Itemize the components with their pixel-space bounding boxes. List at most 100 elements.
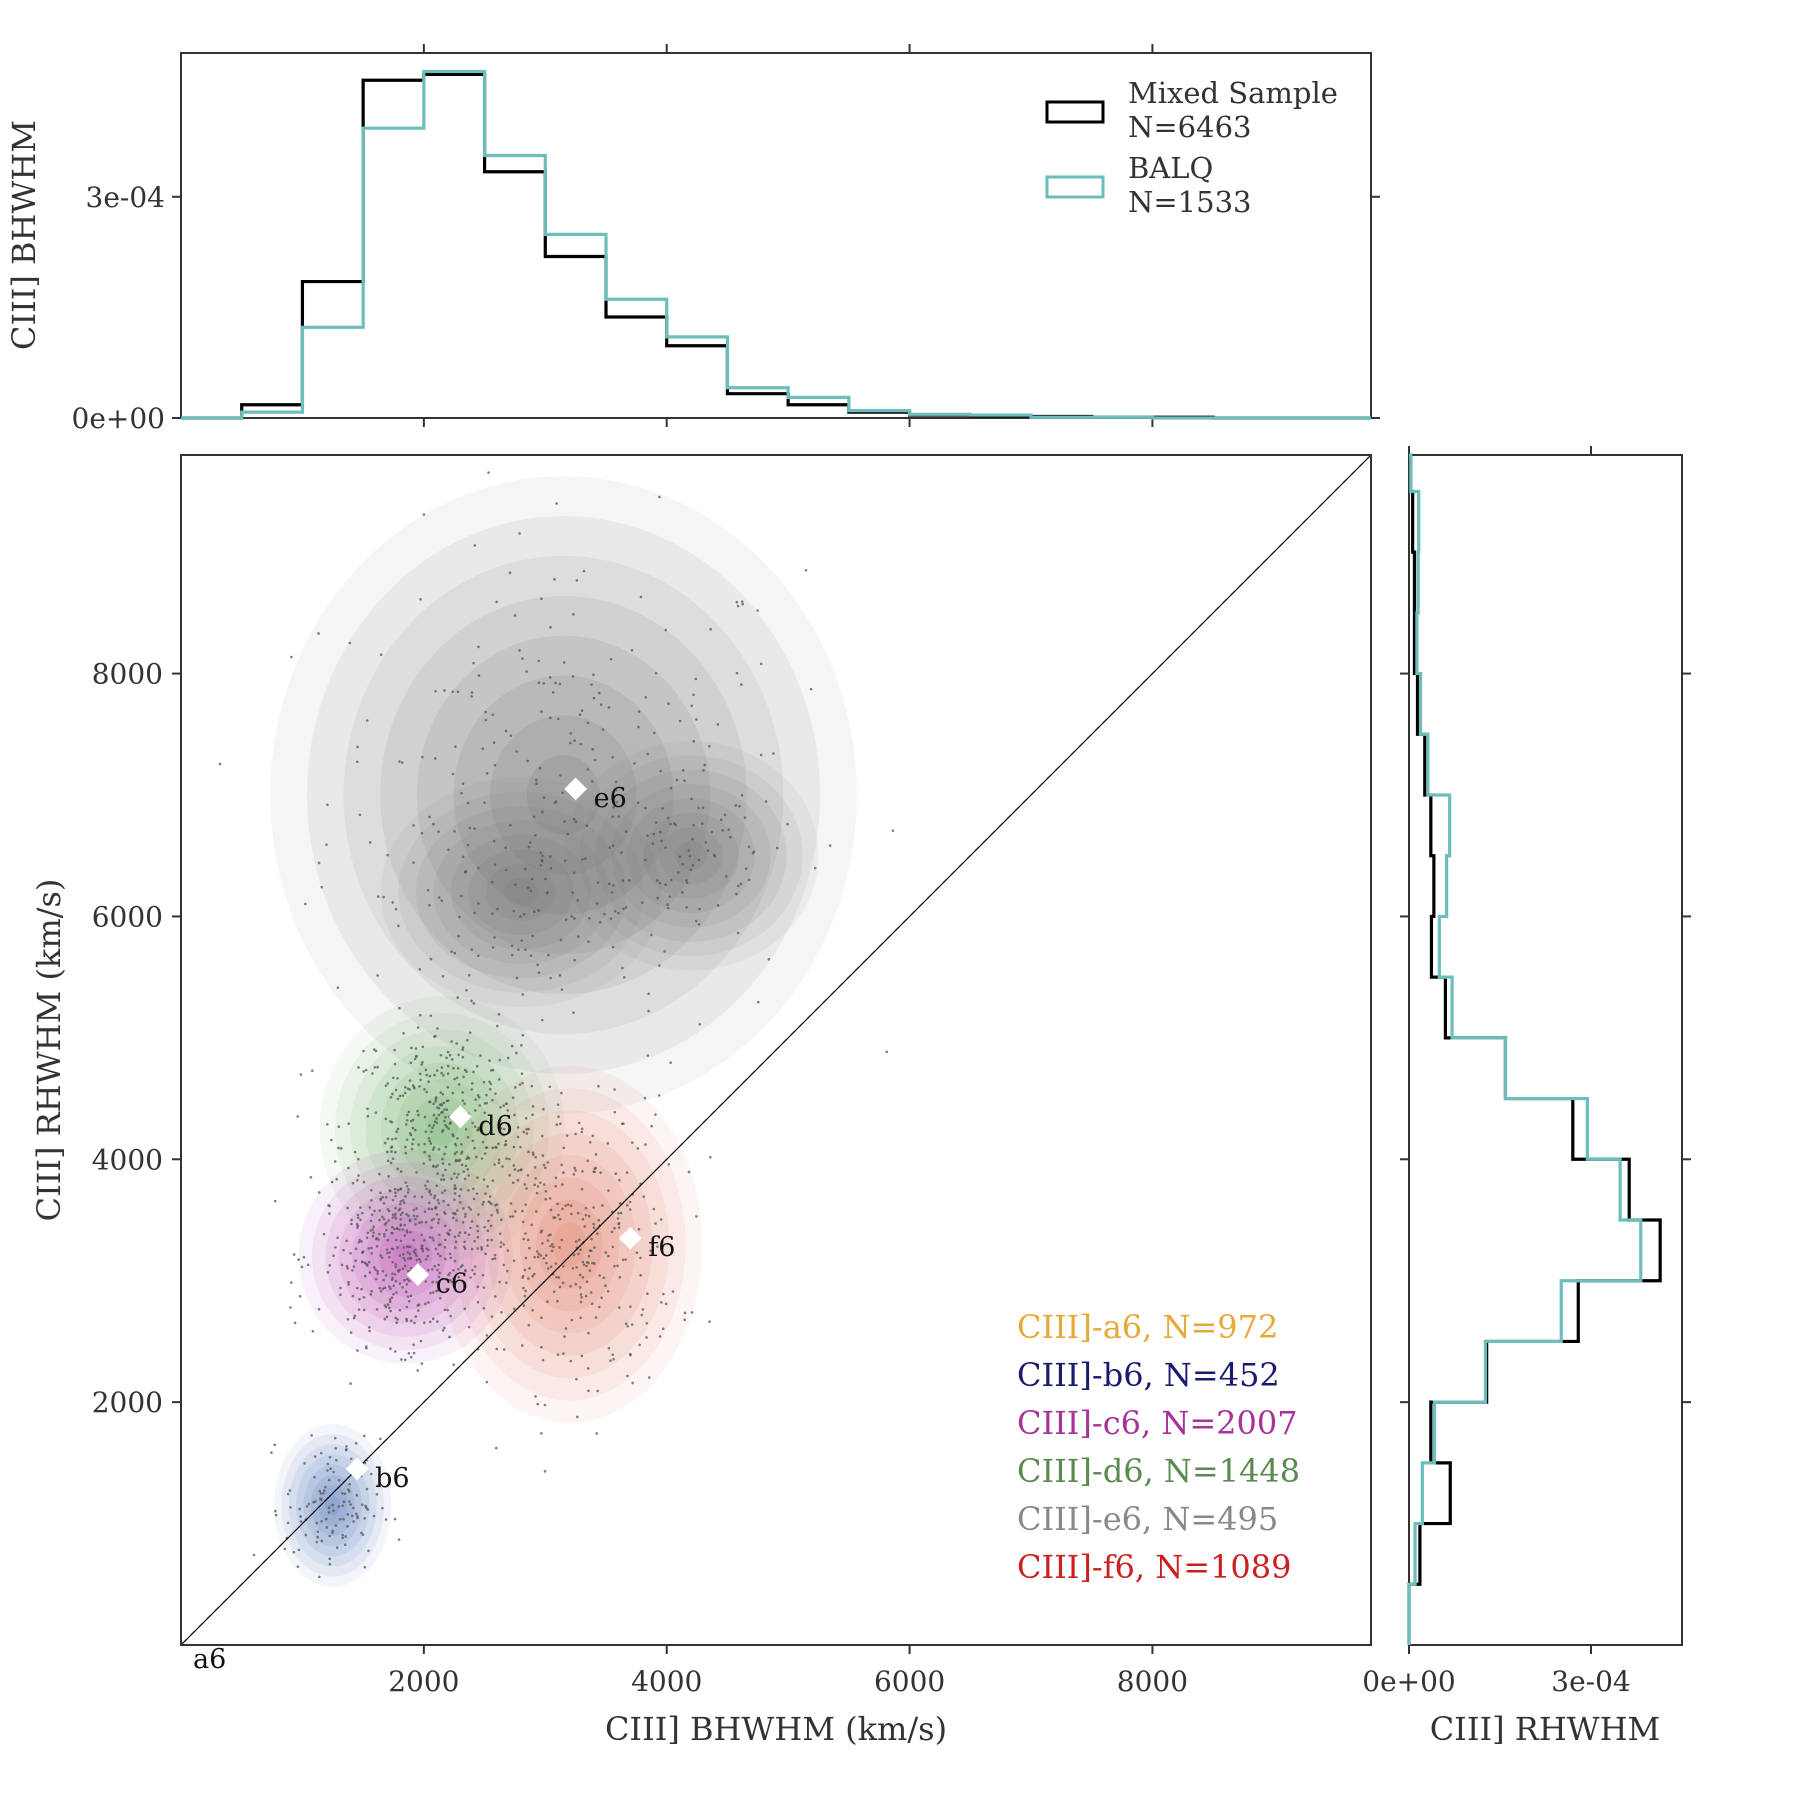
density-contour-e6-1-1 [398,791,644,993]
scatter-point [462,1075,465,1079]
centroid-label-e6: e6 [594,783,627,814]
scatter-point [367,1247,371,1250]
scatter-point [546,1267,550,1270]
scatter-point [368,1329,371,1333]
scatter-point [575,1377,578,1381]
scatter-point [624,1258,628,1261]
scatter-point [346,1525,349,1528]
scatter-point [349,1457,353,1461]
scatter-point [406,1277,409,1281]
scatter-point [343,1492,347,1495]
scatter-point [544,1189,548,1193]
scatter-point [537,909,540,912]
scatter-point [398,1254,402,1257]
scatter-point [440,1066,444,1069]
scatter-point [572,1253,576,1257]
scatter-point [311,1069,314,1073]
scatter-point [593,1262,596,1265]
scatter-point [636,801,640,805]
scatter-point [347,1166,350,1170]
scatter-point [437,1287,441,1290]
scatter-point [391,1272,394,1275]
scatter-point [315,1540,319,1544]
scatter-point [289,1506,292,1509]
scatter-point [398,1094,402,1098]
scatter-point [744,867,748,870]
main-ylabel: CIII] RHWHM (km/s) [30,879,68,1222]
scatter-point [420,1195,424,1199]
scatter-point [327,1506,331,1510]
scatter-point [404,1145,407,1149]
scatter-point [389,1095,393,1099]
scatter-point [571,1266,575,1270]
scatter-point [440,1178,443,1182]
scatter-point [292,1253,296,1256]
scatter-point [525,1132,529,1135]
scatter-point [697,923,701,926]
scatter-point [373,1065,377,1069]
scatter-point [549,626,552,629]
scatter-point [379,1197,383,1201]
scatter-point [613,1088,616,1091]
scatter-point [520,1344,524,1347]
scatter-point [582,1263,586,1266]
scatter-point [415,1254,418,1257]
scatter-point [494,1092,497,1095]
scatter-point [374,1111,378,1114]
scatter-point [399,1239,403,1243]
scatter-point [574,1132,577,1136]
scatter-point [431,1280,434,1284]
scatter-point [355,1493,359,1497]
scatter-point [461,1099,465,1102]
scatter-point [313,1455,317,1458]
scatter-point [495,1203,499,1206]
scatter-point [683,779,686,783]
scatter-point [356,760,359,764]
scatter-point [403,1223,406,1227]
scatter-point [590,779,594,783]
scatter-point [422,513,426,516]
scatter-point [489,1202,493,1206]
scatter-point [273,1443,276,1447]
scatter-point [809,687,813,691]
scatter-point [378,1172,381,1176]
scatter-point [554,1262,558,1265]
scatter-point [656,1245,659,1248]
scatter-point [393,1048,396,1052]
scatter-point [428,1236,432,1239]
scatter-point [554,1176,558,1180]
scatter-point [322,1489,326,1492]
scatter-point [448,1279,452,1282]
scatter-point [316,1535,319,1539]
legend-swatch-balq [1045,175,1105,199]
scatter-point [273,1199,277,1203]
density-contour-f6-4-0 [436,1065,703,1423]
scatter-point [428,1139,432,1143]
scatter-point [584,1206,588,1210]
scatter-point [466,1168,470,1171]
scatter-point [375,1236,379,1240]
scatter-point [529,889,533,893]
scatter-point [394,907,398,911]
scatter-point [473,1125,477,1128]
scatter-point [527,886,530,890]
scatter-point [420,1221,423,1224]
scatter-point [704,840,708,844]
scatter-point [664,846,667,849]
scatter-point [537,659,541,663]
scatter-point [414,1047,418,1050]
scatter-point [587,1389,590,1393]
scatter-point [527,1127,530,1131]
scatter-point [521,1220,525,1224]
scatter-point [443,1308,447,1312]
scatter-point [581,858,584,861]
scatter-point [556,1299,559,1303]
scatter-point [637,725,640,729]
scatter-point [413,1057,417,1061]
scatter-point [522,1304,526,1307]
scatter-point [571,675,575,678]
scatter-point [502,1243,505,1246]
scatter-point [573,871,576,875]
scatter-point [403,1278,406,1282]
scatter-point [402,1246,406,1249]
